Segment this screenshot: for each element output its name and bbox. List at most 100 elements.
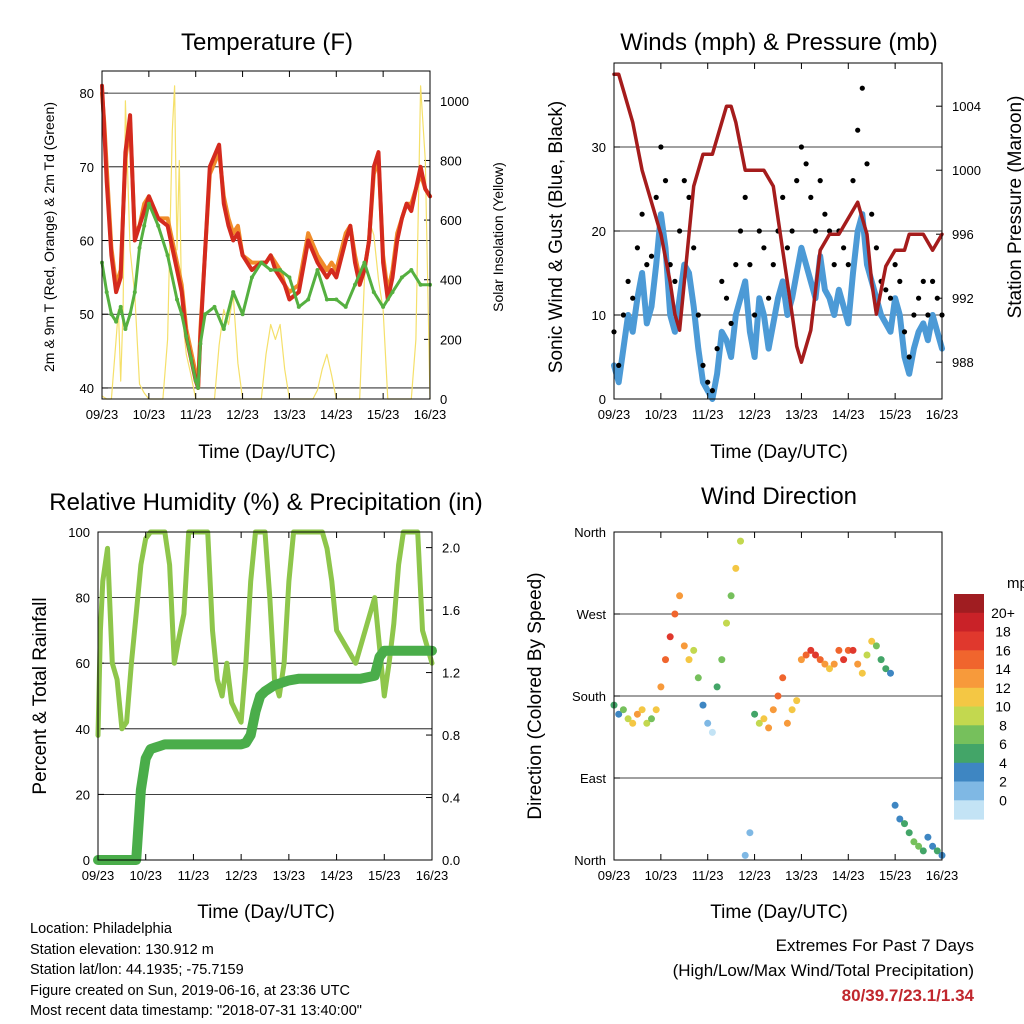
dewpoint-point: [212, 304, 217, 309]
gust-point: [770, 262, 776, 268]
direction-point: [643, 719, 651, 727]
gust-point: [752, 312, 758, 318]
direction-point: [718, 656, 726, 664]
temperature-x-tick-label: 10/23: [133, 407, 166, 422]
direction-point: [638, 706, 646, 714]
gust-point: [634, 245, 641, 251]
dewpoint-point: [165, 253, 170, 258]
gust-point: [934, 295, 940, 301]
direction-point: [699, 701, 707, 709]
gust-point: [658, 144, 664, 150]
colorbar-swatch: [954, 762, 984, 783]
gust-point: [930, 278, 936, 284]
direction-point: [685, 656, 693, 664]
gust-point: [925, 312, 931, 318]
colorbar-label: 8: [999, 717, 1007, 733]
gust-point: [826, 228, 833, 234]
temperature-y2-tick-label: 200: [440, 332, 462, 347]
direction-point: [774, 692, 782, 700]
winds-xlabel: Time (Day/UTC): [710, 442, 848, 463]
gust-point: [850, 178, 856, 184]
station-location: Location: Philadelphia: [30, 921, 172, 937]
direction-point: [648, 715, 655, 723]
gust-point: [733, 262, 739, 268]
humidity-y-tick-label: 60: [76, 656, 90, 671]
direction-point: [765, 724, 773, 732]
direction-point: [887, 669, 894, 677]
winds-y-tick-label: 0: [599, 392, 606, 407]
colorbar-label: 10: [995, 699, 1011, 715]
gust-point: [662, 178, 669, 184]
winds-y-tick-label: 10: [592, 308, 606, 323]
colorbar-swatch: [954, 725, 984, 745]
gust-point: [873, 245, 880, 251]
winds-y-tick-label: 20: [592, 224, 606, 239]
colorbar-swatch: [954, 594, 984, 614]
humidity-ylabel-left: Percent & Total Rainfall: [30, 597, 51, 794]
extremes-subheading: (High/Low/Max Wind/Total Precipitation): [672, 961, 974, 980]
winds-frame: [613, 62, 943, 400]
direction-point: [793, 697, 801, 705]
dewpoint-point: [315, 268, 320, 272]
colorbar-label: 4: [999, 755, 1007, 771]
winds-x-tick-label: 09/23: [598, 407, 631, 422]
direction-x-tick-label: 16/23: [926, 868, 959, 883]
dewpoint-point: [132, 290, 137, 295]
humidity-x-tick-label: 14/23: [320, 868, 353, 883]
gust-point: [883, 287, 889, 293]
humidity-y-tick-label: 40: [76, 722, 90, 737]
colorbar-label: 14: [995, 661, 1011, 677]
direction-y-tick-label: East: [580, 771, 606, 786]
direction-point: [933, 847, 941, 855]
colorbar-label: 20+: [991, 605, 1015, 621]
direction-point: [915, 842, 923, 850]
gust-point: [766, 295, 772, 301]
direction-point: [732, 564, 740, 572]
gust-point: [644, 262, 650, 268]
gust-point: [822, 211, 828, 217]
dewpoint-point: [189, 356, 193, 361]
temperature-y-tick-label: 50: [80, 307, 94, 322]
direction-y-tick-label: North: [574, 853, 606, 868]
direction-point: [704, 719, 712, 727]
gust-point: [630, 295, 636, 301]
direction-point: [901, 820, 908, 828]
gust-point: [812, 228, 819, 234]
winds-x-tick-label: 10/23: [645, 407, 678, 422]
direction-point: [840, 656, 848, 664]
direction-point: [746, 829, 754, 837]
direction-point: [816, 656, 824, 664]
direction-frame: [613, 531, 943, 861]
direction-y-tick-label: South: [572, 689, 606, 704]
gust-point: [831, 262, 837, 268]
sonic-wind-line: [611, 211, 945, 402]
humidity-y-tick-label: 80: [76, 591, 90, 606]
winds-y2-tick-label: 988: [952, 355, 974, 370]
direction-point: [849, 646, 857, 654]
direction-point: [924, 833, 932, 841]
direction-point: [797, 656, 805, 664]
humidity-plot-area: 0 20 40 60 80 100 0.0 0.4 0.8 1.2 1.6 2.0 09/23 10/23…: [68, 525, 460, 883]
gust-point: [901, 329, 908, 335]
gust-point: [780, 194, 786, 200]
gust-point: [672, 278, 678, 284]
gust-point: [681, 178, 687, 184]
direction-x-tick-label: 13/23: [785, 868, 818, 883]
gust-point: [817, 178, 823, 184]
direction-point: [633, 710, 641, 718]
direction-point: [807, 646, 815, 654]
dewpoint-point: [175, 297, 179, 302]
temperature-x-tick-label: 12/23: [226, 407, 259, 422]
dewpoint-point: [287, 275, 292, 280]
direction-point: [737, 537, 744, 545]
gust-point: [723, 295, 730, 301]
direction-point: [802, 651, 810, 659]
temperature-y2-tick-label: 600: [440, 213, 462, 228]
direction-point: [872, 642, 880, 650]
panel-direction: Wind Direction Direction (Colored By Spe…: [525, 483, 1024, 923]
gust-point: [798, 144, 805, 150]
gust-point: [761, 245, 767, 251]
dewpoint-point: [381, 304, 386, 309]
dewpoint-point: [371, 290, 376, 295]
gust-point: [794, 178, 800, 184]
